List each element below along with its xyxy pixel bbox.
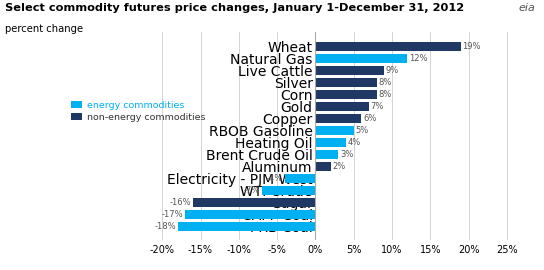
Text: 12%: 12%: [409, 54, 428, 63]
Text: -17%: -17%: [162, 210, 184, 219]
Bar: [316, 90, 376, 99]
Text: 6%: 6%: [363, 114, 376, 123]
Bar: [193, 198, 316, 207]
Text: 3%: 3%: [340, 150, 353, 159]
Text: -4%: -4%: [267, 174, 283, 183]
Text: eia: eia: [519, 3, 536, 13]
Bar: [316, 78, 376, 87]
Bar: [316, 126, 354, 135]
Text: 5%: 5%: [355, 126, 368, 135]
Bar: [316, 162, 331, 171]
Bar: [177, 222, 316, 231]
Legend: energy commodities, non-energy commodities: energy commodities, non-energy commoditi…: [71, 101, 206, 122]
Text: 2%: 2%: [332, 162, 345, 171]
Text: -18%: -18%: [154, 222, 176, 231]
Bar: [316, 150, 338, 159]
Bar: [316, 114, 361, 123]
Bar: [316, 138, 346, 147]
Bar: [185, 210, 316, 219]
Text: -7%: -7%: [244, 186, 260, 195]
Text: Select commodity futures price changes, January 1-December 31, 2012: Select commodity futures price changes, …: [5, 3, 465, 13]
Bar: [316, 102, 369, 111]
Text: 8%: 8%: [378, 78, 392, 87]
Text: 8%: 8%: [378, 90, 392, 99]
Bar: [316, 54, 407, 63]
Text: -16%: -16%: [170, 198, 191, 207]
Bar: [262, 186, 316, 195]
Bar: [316, 42, 461, 50]
Text: 9%: 9%: [386, 66, 399, 75]
Text: 19%: 19%: [462, 42, 481, 51]
Text: percent change: percent change: [5, 24, 84, 34]
Bar: [316, 66, 385, 75]
Bar: [285, 174, 316, 183]
Text: 7%: 7%: [370, 102, 384, 111]
Text: 4%: 4%: [348, 138, 361, 147]
